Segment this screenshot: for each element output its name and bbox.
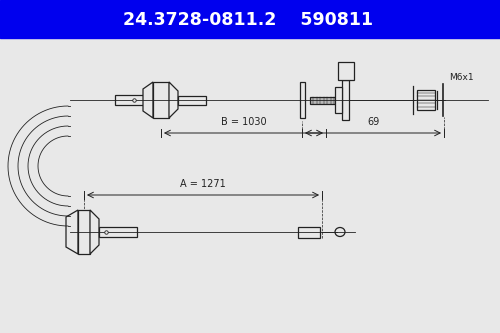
Polygon shape [143,82,153,118]
Bar [115,95,153,105]
Text: B = 1030: B = 1030 [220,117,266,127]
Bar [342,80,349,120]
Bar [0,0,500,38]
Bar [335,87,342,113]
Polygon shape [169,82,178,118]
Bar [338,62,353,80]
Bar [178,96,206,105]
Polygon shape [66,210,78,254]
Text: A = 1271: A = 1271 [180,179,226,189]
Bar [298,226,320,237]
Text: M6x1: M6x1 [449,74,473,83]
Bar [153,82,169,118]
Bar [99,227,137,237]
Bar [310,97,336,104]
Bar [78,210,90,254]
Text: 24.3728-0811.2    590811: 24.3728-0811.2 590811 [123,11,373,29]
Text: 69: 69 [367,117,379,127]
Polygon shape [90,210,99,254]
Ellipse shape [335,227,345,236]
Bar [417,90,435,110]
Bar [300,82,305,118]
